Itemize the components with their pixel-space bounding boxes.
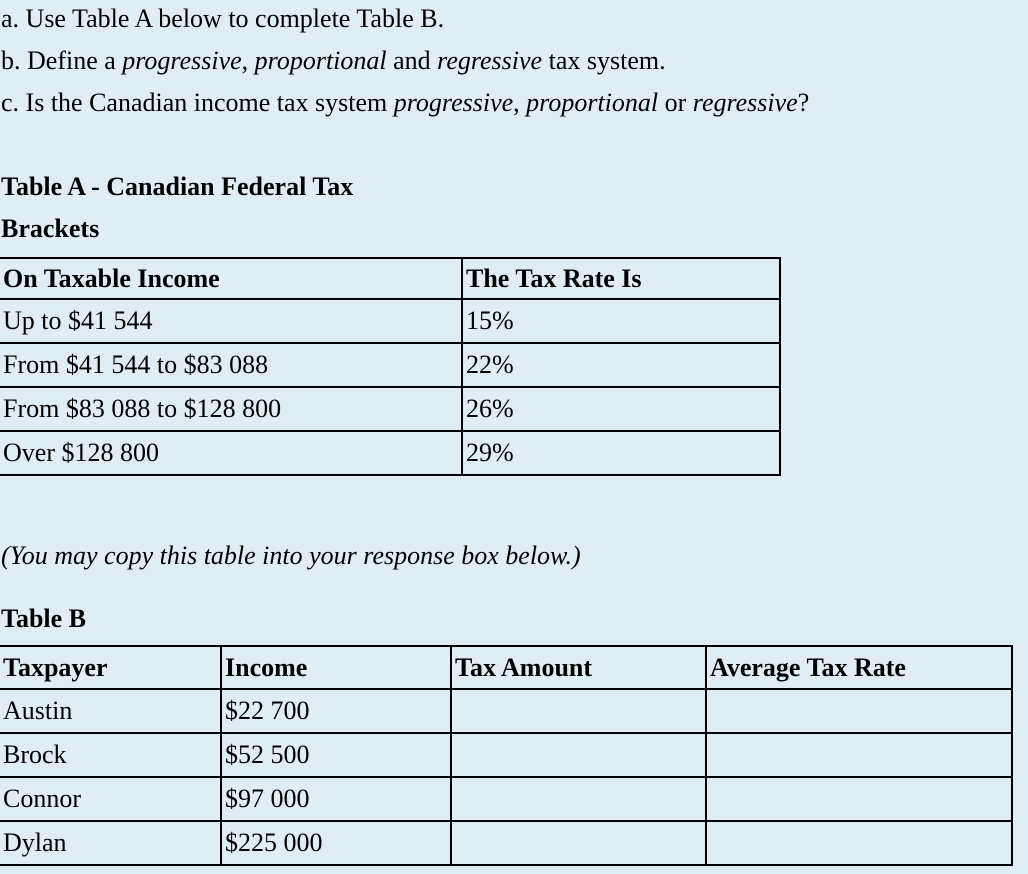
table-b-average-tax-rate-cell (705, 776, 1013, 822)
table-b-title: Table B (1, 598, 86, 640)
table-b-header-average-tax-rate: Average Tax Rate (705, 645, 1013, 690)
table-a-bracket-cell: From $83 088 to $128 800 (0, 386, 463, 432)
question-b-term-regressive: regressive (437, 46, 543, 75)
table-b-title-text: Table B (1, 604, 87, 633)
table-b-taxpayer-cell: Dylan (0, 820, 222, 866)
question-c-seg1: c. Is the Canadian income tax system (1, 88, 394, 117)
table-a-title: Table A - Canadian Federal Tax Brackets (1, 166, 353, 250)
table-b-header-income: Income (220, 645, 452, 690)
table-a-header-tax-rate: The Tax Rate Is (461, 257, 781, 300)
table-a-tax-brackets: On Taxable Income The Tax Rate Is Up to … (0, 257, 781, 476)
question-b-term-progressive: progressive (122, 46, 242, 75)
table-row: Dylan $225 000 (0, 820, 1013, 866)
question-c-seg5: or (658, 88, 693, 117)
question-b-seg5: and (386, 46, 438, 75)
table-a-title-line1: Table A - Canadian Federal Tax (1, 172, 354, 201)
table-b-taxpayers: Taxpayer Income Tax Amount Average Tax R… (0, 645, 1013, 866)
table-b-income-cell: $22 700 (220, 688, 452, 734)
question-c-term-progressive: progressive (393, 88, 514, 117)
table-row: Connor $97 000 (0, 776, 1013, 822)
table-b-average-tax-rate-cell (705, 820, 1013, 866)
table-row: Austin $22 700 (0, 688, 1013, 734)
table-a-bracket-cell: Over $128 800 (0, 430, 463, 476)
table-row: From $83 088 to $128 800 26% (0, 386, 781, 432)
table-b-income-cell: $225 000 (220, 820, 452, 866)
table-b-tax-amount-cell (450, 776, 707, 822)
table-b-income-cell: $97 000 (220, 776, 452, 822)
copy-table-note: (You may copy this table into your respo… (1, 535, 581, 577)
question-a-text: a. Use Table A below to complete Table B… (1, 4, 445, 33)
question-a: a. Use Table A below to complete Table B… (1, 0, 444, 40)
table-a-bracket-cell: Up to $41 544 (0, 298, 463, 344)
question-c: c. Is the Canadian income tax system pro… (1, 82, 809, 124)
table-b-header-row: Taxpayer Income Tax Amount Average Tax R… (0, 645, 1013, 690)
question-c-seg3: , (513, 88, 527, 117)
table-a-header-row: On Taxable Income The Tax Rate Is (0, 257, 781, 300)
question-c-term-proportional: proportional (526, 88, 659, 117)
question-c-term-regressive: regressive (692, 88, 798, 117)
table-b-tax-amount-cell (450, 820, 707, 866)
table-a-header-taxable-income: On Taxable Income (0, 257, 463, 300)
table-row: Brock $52 500 (0, 732, 1013, 778)
question-b: b. Define a progressive, proportional an… (1, 40, 666, 82)
table-a-rate-cell: 22% (461, 342, 781, 388)
table-a-rate-cell: 15% (461, 298, 781, 344)
table-a-rate-cell: 26% (461, 386, 781, 432)
question-b-seg1: b. Define a (1, 46, 123, 75)
table-b-tax-amount-cell (450, 732, 707, 778)
question-b-seg7: tax system. (542, 46, 666, 75)
table-b-tax-amount-cell (450, 688, 707, 734)
table-a-title-line2: Brackets (1, 214, 100, 243)
table-b-header-taxpayer: Taxpayer (0, 645, 222, 690)
question-b-seg3: , (241, 46, 255, 75)
table-a-rate-cell: 29% (461, 430, 781, 476)
table-row: Over $128 800 29% (0, 430, 781, 476)
table-b-income-cell: $52 500 (220, 732, 452, 778)
copy-table-note-text: (You may copy this table into your respo… (1, 541, 581, 570)
table-b-taxpayer-cell: Connor (0, 776, 222, 822)
table-b-taxpayer-cell: Austin (0, 688, 222, 734)
table-b-taxpayer-cell: Brock (0, 732, 222, 778)
question-b-term-proportional: proportional (254, 46, 387, 75)
table-b-average-tax-rate-cell (705, 732, 1013, 778)
table-row: Up to $41 544 15% (0, 298, 781, 344)
table-b-header-tax-amount: Tax Amount (450, 645, 707, 690)
table-a-bracket-cell: From $41 544 to $83 088 (0, 342, 463, 388)
table-b-average-tax-rate-cell (705, 688, 1013, 734)
table-row: From $41 544 to $83 088 22% (0, 342, 781, 388)
question-c-seg7: ? (797, 88, 810, 117)
